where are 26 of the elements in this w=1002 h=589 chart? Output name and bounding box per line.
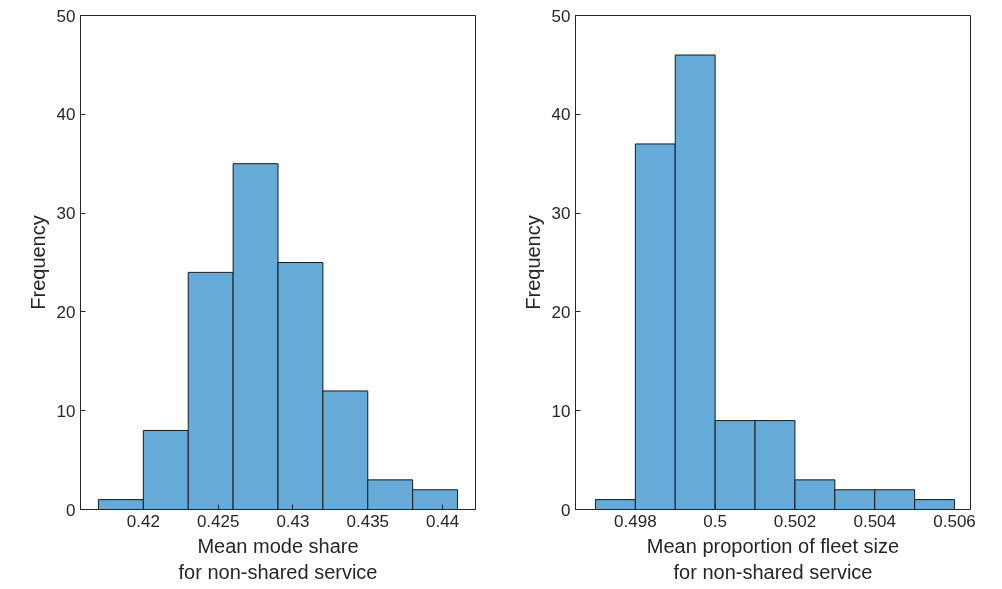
y-tick-label: 0 [66, 500, 76, 520]
y-tick-label: 20 [551, 302, 571, 322]
x-axis-title: Mean proportion of fleet size for non-shared service [646, 534, 900, 583]
x-tick-label: 0.43 [276, 511, 310, 531]
y-tick-label: 30 [56, 204, 76, 224]
x-tick-label: 0.44 [426, 511, 460, 531]
y-tick-label: 50 [551, 6, 571, 26]
x-tick-label: 0.435 [346, 511, 390, 531]
y-tick-label: 30 [551, 204, 571, 224]
x-axis-title: Mean mode share for non-shared service [178, 534, 378, 583]
y-tick-label: 10 [551, 401, 571, 421]
x-tick-label: 0.498 [614, 511, 657, 531]
y-tick-label: 0 [561, 500, 571, 520]
y-tick-label: 40 [551, 105, 571, 125]
y-axis-title: Frequency [521, 215, 544, 310]
y-tick-label: 10 [56, 401, 76, 421]
x-tick-label: 0.506 [933, 511, 976, 531]
y-axis-title: Frequency [26, 215, 49, 310]
y-tick-label: 40 [56, 105, 76, 125]
x-tick-label: 0.5 [703, 511, 727, 531]
y-tick-label: 20 [56, 302, 76, 322]
x-tick-label: 0.425 [196, 511, 240, 531]
x-tick-label: 0.502 [773, 511, 817, 531]
x-tick-label: 0.504 [853, 511, 897, 531]
x-tick-label: 0.42 [126, 511, 160, 531]
y-tick-label: 50 [56, 6, 76, 26]
